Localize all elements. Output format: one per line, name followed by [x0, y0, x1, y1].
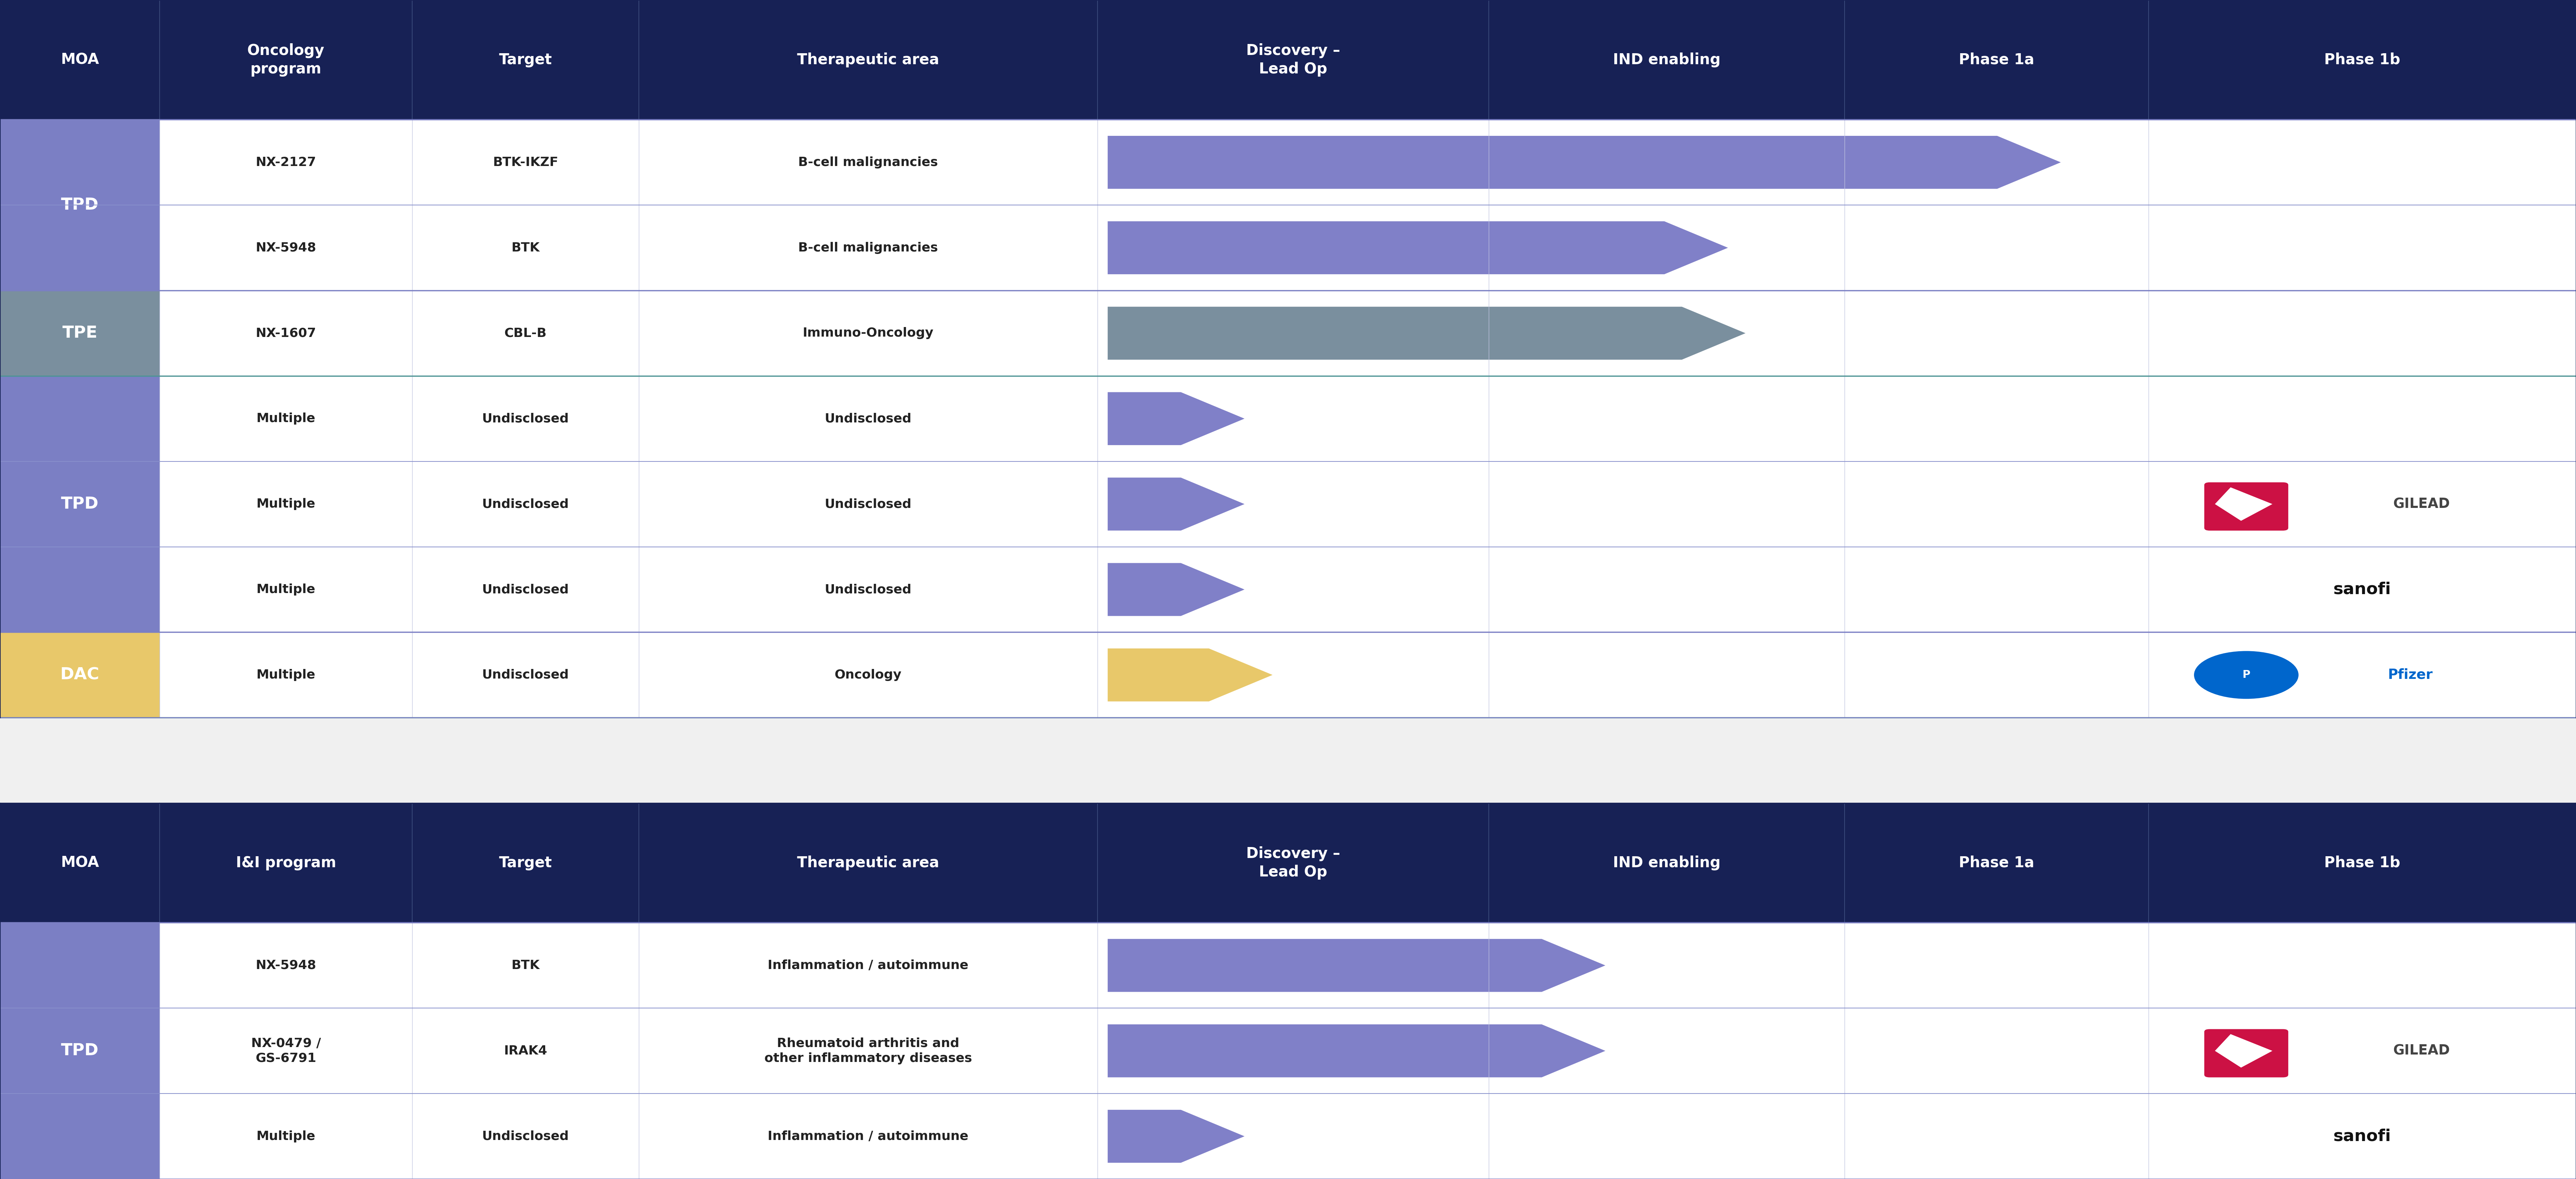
Text: Pfizer: Pfizer: [2388, 668, 2432, 681]
Polygon shape: [2215, 1034, 2272, 1068]
Polygon shape: [1108, 564, 1244, 615]
Polygon shape: [1108, 307, 1747, 360]
Polygon shape: [1108, 938, 1605, 992]
Text: Multiple: Multiple: [258, 1131, 314, 1142]
Polygon shape: [2215, 487, 2272, 521]
Bar: [0, 923, 2576, 1179]
Text: CBL-B: CBL-B: [505, 327, 546, 340]
Text: Target: Target: [500, 52, 551, 67]
Text: NX-5948: NX-5948: [255, 960, 317, 971]
Bar: [0, 923, 160, 1179]
Text: TPE: TPE: [62, 325, 98, 341]
Text: Discovery –
Lead Op: Discovery – Lead Op: [1247, 44, 1340, 77]
Text: Undisclosed: Undisclosed: [482, 413, 569, 424]
Text: Multiple: Multiple: [258, 668, 314, 681]
Bar: [0, 119, 160, 290]
Text: GILEAD: GILEAD: [2393, 498, 2450, 511]
Text: Undisclosed: Undisclosed: [824, 413, 912, 424]
Text: Multiple: Multiple: [258, 584, 314, 595]
Text: Undisclosed: Undisclosed: [824, 498, 912, 511]
Bar: [0, 290, 160, 376]
Text: Undisclosed: Undisclosed: [482, 584, 569, 595]
Text: DAC: DAC: [59, 667, 100, 683]
Polygon shape: [1108, 393, 1244, 446]
Text: BTK: BTK: [510, 242, 541, 253]
Text: Phase 1a: Phase 1a: [1958, 52, 2035, 67]
Text: TPD: TPD: [62, 197, 98, 213]
Text: Target: Target: [500, 856, 551, 870]
Text: IND enabling: IND enabling: [1613, 52, 1721, 67]
Text: Undisclosed: Undisclosed: [824, 584, 912, 595]
Polygon shape: [1108, 648, 1273, 702]
Bar: [0, 376, 160, 632]
Bar: [0, 119, 2576, 718]
Text: Phase 1b: Phase 1b: [2324, 856, 2401, 870]
Text: IND enabling: IND enabling: [1613, 856, 1721, 870]
Bar: [0, 0, 2576, 119]
Text: P: P: [2241, 670, 2251, 680]
Text: Immuno-Oncology: Immuno-Oncology: [804, 327, 933, 340]
Text: B-cell malignancies: B-cell malignancies: [799, 157, 938, 169]
Text: sanofi: sanofi: [2334, 581, 2391, 598]
FancyBboxPatch shape: [2205, 1029, 2287, 1078]
Polygon shape: [1108, 477, 1244, 531]
Text: Multiple: Multiple: [258, 498, 314, 511]
Text: Oncology
program: Oncology program: [247, 44, 325, 77]
Text: Inflammation / autoimmune: Inflammation / autoimmune: [768, 960, 969, 971]
Text: B-cell malignancies: B-cell malignancies: [799, 242, 938, 253]
Text: MOA: MOA: [62, 856, 98, 870]
Text: NX-0479 /
GS-6791: NX-0479 / GS-6791: [250, 1038, 322, 1065]
Text: I&I program: I&I program: [237, 856, 335, 870]
Text: TPD: TPD: [62, 496, 98, 512]
Bar: [0, 803, 2576, 923]
Text: NX-2127: NX-2127: [255, 157, 317, 169]
Polygon shape: [1108, 1109, 1244, 1162]
Text: Rheumatoid arthritis and
other inflammatory diseases: Rheumatoid arthritis and other inflammat…: [765, 1038, 971, 1065]
FancyBboxPatch shape: [2205, 482, 2287, 531]
Text: Undisclosed: Undisclosed: [482, 1131, 569, 1142]
Text: Inflammation / autoimmune: Inflammation / autoimmune: [768, 1131, 969, 1142]
Text: Undisclosed: Undisclosed: [482, 498, 569, 511]
Text: Multiple: Multiple: [258, 413, 314, 424]
Polygon shape: [1108, 136, 2061, 189]
Text: Oncology: Oncology: [835, 668, 902, 681]
Text: Phase 1b: Phase 1b: [2324, 52, 2401, 67]
Text: BTK-IKZF: BTK-IKZF: [492, 157, 559, 169]
Polygon shape: [1108, 222, 1728, 275]
Text: NX-5948: NX-5948: [255, 242, 317, 253]
Text: Phase 1a: Phase 1a: [1958, 856, 2035, 870]
Text: Undisclosed: Undisclosed: [482, 668, 569, 681]
Polygon shape: [1108, 1025, 1605, 1078]
Text: BTK: BTK: [510, 960, 541, 971]
Text: GILEAD: GILEAD: [2393, 1045, 2450, 1058]
Text: TPD: TPD: [62, 1043, 98, 1059]
Circle shape: [2195, 651, 2298, 699]
Text: sanofi: sanofi: [2334, 1128, 2391, 1145]
Text: IRAK4: IRAK4: [505, 1045, 546, 1056]
Text: Therapeutic area: Therapeutic area: [796, 52, 940, 67]
Text: MOA: MOA: [62, 52, 98, 67]
Bar: [0, 632, 160, 718]
Text: Therapeutic area: Therapeutic area: [796, 856, 940, 870]
Text: NX-1607: NX-1607: [255, 327, 317, 340]
Text: Discovery –
Lead Op: Discovery – Lead Op: [1247, 847, 1340, 880]
